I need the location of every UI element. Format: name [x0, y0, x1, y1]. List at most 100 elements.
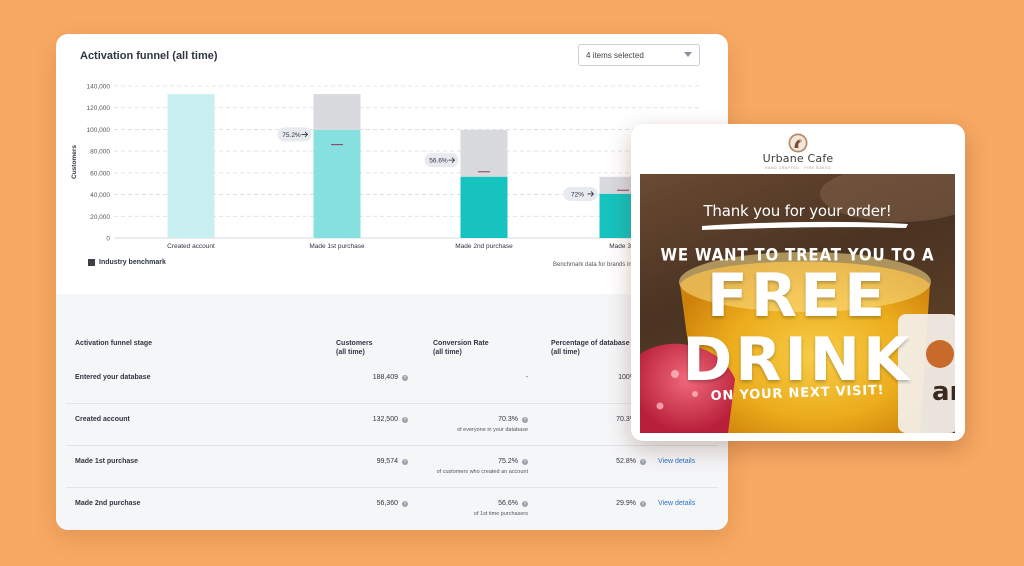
funnel-table: Activation funnel stage Customers (all t…	[56, 294, 728, 530]
header-customers-line2: (all time)	[336, 349, 365, 356]
chart-legend: Industry benchmark	[88, 259, 166, 266]
arrow-right-icon	[301, 131, 309, 138]
row-customers-value: 99,574	[376, 458, 398, 465]
help-icon[interactable]: ?	[402, 375, 408, 381]
activation-funnel-card: Activation funnel (all time) 4 items sel…	[56, 34, 728, 530]
header-customers-line1: Customers	[336, 340, 373, 347]
header-percentage-line2: (all time)	[551, 349, 580, 356]
row-customers-value: 56,360	[376, 500, 398, 507]
help-icon[interactable]: ?	[522, 501, 528, 507]
row-conversion: -	[525, 374, 528, 381]
row-percentage: 52.8%?	[616, 458, 646, 465]
y-tick-label: 0	[106, 236, 110, 243]
promo-card: Urbane Cafe HAND CRAFTED · FIRE BAKED an	[631, 124, 965, 441]
row-conversion-value: 70.3%	[498, 416, 518, 423]
brand-tagline: HAND CRAFTED · FIRE BAKED	[764, 166, 832, 170]
conversion-label: 72%	[571, 191, 584, 198]
svg-text:an: an	[932, 377, 955, 407]
x-tick-label: Made 2nd purchase	[455, 243, 513, 250]
help-icon[interactable]: ?	[522, 417, 528, 423]
items-select-value: 4 items selected	[586, 51, 644, 60]
table-row: Entered your database 188,409? - 100%?	[66, 362, 718, 404]
table-row: Made 2nd purchase 56,360? 56.6%? of 1st …	[66, 488, 718, 530]
y-tick-label: 20,000	[90, 214, 110, 221]
conversion-label: 75.2%	[282, 132, 301, 139]
items-select[interactable]: 4 items selected	[578, 44, 700, 66]
y-tick-label: 100,000	[87, 127, 111, 134]
bar-customers	[167, 94, 215, 238]
legend-swatch	[88, 259, 95, 266]
help-icon[interactable]: ?	[402, 459, 408, 465]
row-conversion: 75.2%?	[498, 458, 528, 465]
view-details-link[interactable]: View details	[658, 500, 696, 507]
row-customers-value: 188,409	[372, 374, 398, 381]
header-percentage-line1: Percentage of database	[551, 340, 630, 347]
y-tick-label: 80,000	[90, 149, 110, 156]
row-conversion: 70.3%?	[498, 416, 528, 423]
row-customers: 99,574?	[377, 458, 408, 465]
x-tick-label: Created account	[167, 243, 215, 250]
conversion-pill	[563, 186, 598, 201]
y-tick-label: 120,000	[87, 105, 111, 112]
header-stage: Activation funnel stage	[75, 340, 153, 347]
help-icon[interactable]: ?	[640, 459, 646, 465]
row-conversion-value: 56.6%	[498, 500, 518, 507]
table-row: Made 1st purchase 99,574? 75.2%? of cust…	[66, 446, 718, 488]
row-percentage-value: 100%	[618, 374, 636, 381]
arrow-right-icon	[448, 157, 456, 163]
bar-remainder	[313, 94, 361, 130]
help-icon[interactable]: ?	[402, 417, 408, 423]
header-customers: Customers (all time)	[336, 339, 373, 357]
thanks-text: Thank you for your order!	[703, 202, 892, 220]
funnel-chart: 0 20,000 40,000 60,000 80,000 100,000 120,000 1…	[71, 84, 702, 250]
x-tick-label: Made 3rd	[609, 243, 637, 250]
row-customers-value: 132,500	[372, 416, 398, 423]
bar-customers	[460, 176, 508, 238]
help-icon[interactable]: ?	[402, 501, 408, 507]
benchmark-note: Benchmark data for brands in	[553, 262, 632, 268]
row-customers: 56,360?	[377, 500, 408, 507]
conversion-label: 56.6%	[429, 158, 448, 165]
row-stage: Entered your database	[75, 374, 151, 381]
free-text: FREE	[706, 261, 889, 331]
x-tick-label: Made 1st purchase	[309, 243, 365, 250]
legend-label: Industry benchmark	[99, 259, 166, 266]
row-stage: Made 1st purchase	[75, 458, 139, 465]
row-stage: Made 2nd purchase	[75, 500, 141, 507]
row-customers: 132,500?	[373, 416, 408, 423]
row-conversion-sub: of 1st time purchasers	[473, 511, 528, 517]
y-tick-label: 60,000	[90, 170, 110, 177]
y-tick-label: 40,000	[90, 192, 110, 199]
row-conversion-value: 75.2%	[498, 458, 518, 465]
drink-illustration: an	[640, 174, 955, 433]
brand-name: Urbane Cafe	[762, 152, 834, 165]
row-percentage-value: 52.8%	[616, 458, 636, 465]
treat-text: WE WANT TO TREAT YOU TO A	[660, 244, 935, 266]
chevron-down-icon	[684, 52, 692, 57]
header-percentage: Percentage of database (all time)	[551, 339, 630, 357]
row-conversion: 56.6%?	[498, 500, 528, 507]
row-percentage-value: 29.9%	[616, 500, 636, 507]
row-percentage: 29.9%?	[616, 500, 646, 507]
bar-remainder	[460, 129, 508, 177]
y-tick-label: 140,000	[87, 84, 111, 91]
chart-title: Activation funnel (all time)	[80, 50, 218, 62]
view-details-link[interactable]: View details	[658, 458, 696, 465]
conversion-pill	[424, 153, 459, 168]
header-conversion-line1: Conversion Rate	[433, 340, 489, 347]
help-icon[interactable]: ?	[640, 501, 646, 507]
help-icon[interactable]: ?	[522, 459, 528, 465]
table-row: Created account 132,500? 70.3%? of every…	[66, 404, 718, 446]
promo-image: an Thank you for your order! WE WANT TO …	[640, 174, 955, 433]
row-customers: 188,409?	[373, 374, 408, 381]
cafe-logo-icon	[788, 133, 808, 153]
row-percentage-value: 70.3%	[616, 416, 636, 423]
y-axis-label: Customers	[71, 145, 78, 179]
row-conversion-sub: of customers who created an account	[436, 469, 528, 475]
row-stage: Created account	[75, 416, 130, 423]
header-conversion: Conversion Rate (all time)	[433, 339, 489, 357]
arrow-right-icon	[587, 191, 595, 197]
conversion-pill	[277, 127, 312, 142]
header-conversion-line2: (all time)	[433, 349, 462, 356]
row-conversion-sub: of everyone in your database	[457, 427, 528, 433]
